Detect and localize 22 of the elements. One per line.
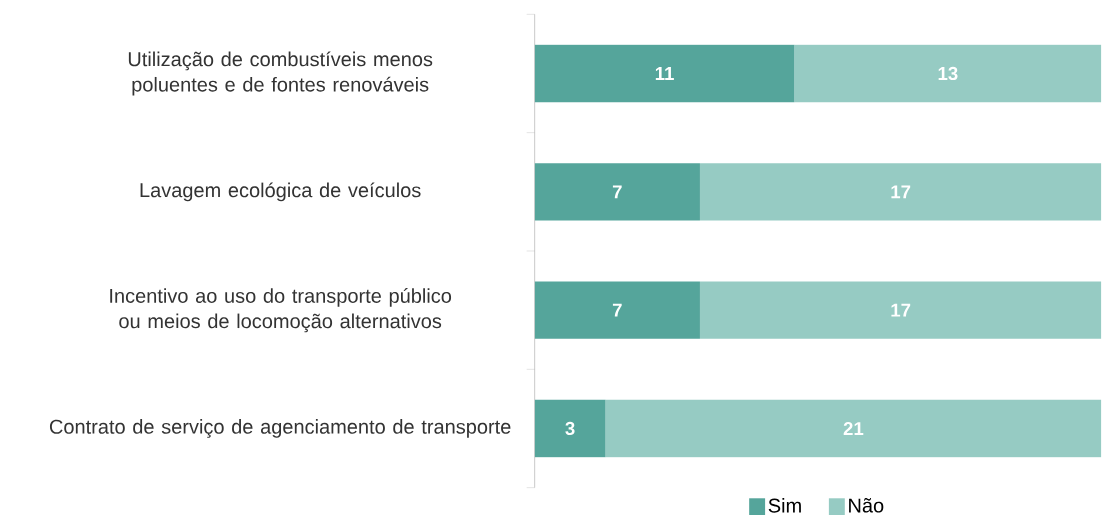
bar bbox=[699, 281, 1102, 339]
bar bbox=[794, 44, 1102, 103]
data-label: 17 bbox=[891, 303, 911, 317]
y-tick-label: Incentivo ao uso do transporte público ou meios de locomoção alternativos bbox=[110, 288, 452, 333]
data-label: 17 bbox=[891, 185, 911, 199]
data-label: 7 bbox=[612, 185, 622, 199]
bar bbox=[605, 399, 1102, 458]
bar bbox=[534, 163, 700, 221]
data-label: 3 bbox=[565, 421, 575, 436]
legend-label: Não bbox=[849, 498, 884, 513]
data-label: 21 bbox=[843, 421, 864, 435]
y-tick-label: Utilização de combustíveis menos poluentes e de fontes renováveis bbox=[128, 51, 433, 96]
bar bbox=[699, 163, 1102, 221]
data-label: 7 bbox=[612, 303, 622, 317]
data-label: 13 bbox=[938, 66, 958, 81]
legend-label: Sim bbox=[768, 497, 801, 513]
bar bbox=[534, 281, 700, 339]
data-label: 11 bbox=[655, 67, 674, 80]
y-tick-label: Lavagem ecológica de veículos bbox=[140, 182, 421, 202]
bar bbox=[534, 44, 795, 103]
y-tick-label: Contrato de serviço de agenciamento de transporte bbox=[49, 419, 511, 438]
bar bbox=[534, 399, 606, 458]
